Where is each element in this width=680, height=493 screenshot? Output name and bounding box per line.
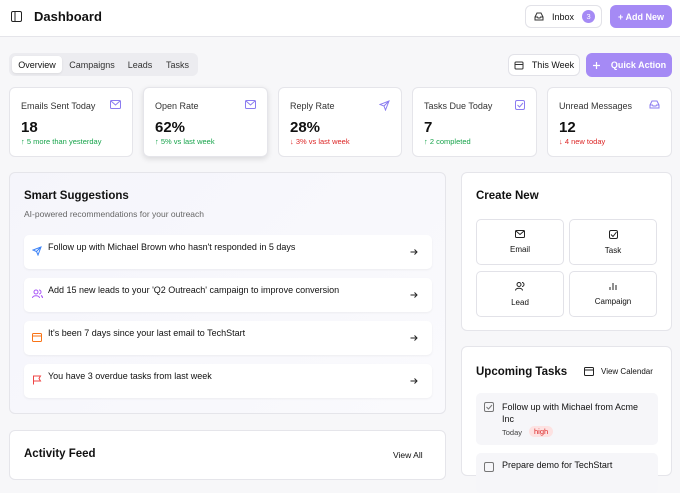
task-item[interactable]: Prepare demo for TechStart [476,453,658,493]
option-label: Campaign [594,297,632,306]
arrow-icon [410,292,418,298]
header: Dashboard Inbox 3 + Add New [0,0,680,37]
suggestion-text: Follow up with Michael Brown who hasn't … [48,242,296,252]
stat-change: ↓ 3% vs last week [290,137,350,146]
suggestion-item[interactable]: You have 3 overdue tasks from last week [24,364,432,398]
section-title: Activity Feed [24,448,96,460]
stat-change: ↓ 4 new today [559,137,606,146]
stat-change: ↑ 5 more than yesterday [21,137,102,146]
suggestion-item[interactable]: Add 15 new leads to your 'Q2 Outreach' c… [24,278,432,312]
users-icon [514,281,524,291]
create-option[interactable]: Campaign [569,271,657,317]
stat-card: Reply Rate 28% ↓ 3% vs last week [278,87,402,157]
dashboard-page: {"header":{"title":"Dashboard","inbox":"… [0,0,680,480]
tab[interactable]: Campaigns [69,59,115,70]
checkbox-icon [484,402,494,412]
option-label: Email [509,245,530,254]
calendar-icon [32,333,42,342]
suggestion-item[interactable]: It's been 7 days since your last email t… [24,321,432,355]
send-icon [379,100,390,111]
stat-change: ↑ 2 completed [424,137,471,146]
section-subtitle: AI-powered recommendations for your outr… [24,209,205,219]
create-option[interactable]: Task [569,219,657,265]
quick-action-label: Quick Action [610,60,667,70]
flag-icon [33,375,42,385]
plus-icon [592,61,600,69]
users-icon [32,289,43,299]
mail-open-icon [245,100,256,109]
tab[interactable]: Leads [127,59,153,70]
task-title: Prepare demo for TechStart [502,460,613,470]
suggestion-text: You have 3 overdue tasks from last week [48,371,212,381]
mail-icon [515,230,525,238]
quick-action-button[interactable]: Quick Action [586,53,672,77]
page-title: Dashboard [34,9,102,24]
arrow-icon [410,378,418,384]
check-icon [515,100,525,110]
stat-card: Unread Messages 12 ↓ 4 new today [547,87,672,157]
stat-change: ↑ 5% vs last week [155,137,215,146]
view-calendar-button[interactable]: View Calendar [584,366,653,376]
task-due: Today [502,428,523,437]
inbox-badge: 3 [582,10,596,23]
calendar-icon [514,61,524,70]
stat-value: 7 [424,119,433,136]
period-label: This Week [531,60,575,70]
create-option[interactable]: Lead [476,271,564,317]
tab-bar: Overview Campaigns Leads Tasks [9,53,198,76]
tab-active[interactable]: Overview [12,56,62,73]
stat-value: 28% [290,119,321,136]
stat-label: Open Rate [155,101,199,111]
sidebar-toggle[interactable] [11,11,22,22]
priority-badge: high [529,426,554,437]
arrow-icon [410,335,418,341]
create-option[interactable]: Email [476,219,564,265]
arrow-icon [410,249,418,255]
stat-label: Emails Sent Today [21,101,96,111]
upcoming-tasks-card: Upcoming Tasks View Calendar Follow up w… [461,346,672,493]
check-icon [608,229,618,239]
mail-icon [110,100,121,109]
add-new-button[interactable]: + Add New [610,5,672,28]
task-item[interactable]: Follow up with Michael from Acme Inc Tod… [476,393,658,445]
inbox-icon [534,12,544,21]
activity-feed-card: Activity Feed View All [9,430,446,480]
inbox-label: Inbox [552,11,575,22]
view-all-button[interactable]: View All [393,450,423,460]
calendar-icon [584,367,594,376]
section-title: Upcoming Tasks [476,366,568,378]
view-calendar-label: View Calendar [601,366,653,376]
option-label: Task [604,245,622,255]
stat-label: Reply Rate [290,101,335,111]
option-label: Lead [511,297,529,307]
tab[interactable]: Tasks [165,59,189,70]
suggestion-text: It's been 7 days since your last email t… [48,328,246,338]
stat-value: 12 [559,119,576,136]
stat-card: Open Rate 62% ↑ 5% vs last week [143,87,268,157]
inbox-button[interactable]: Inbox 3 [525,5,602,28]
stat-card: Tasks Due Today 7 ↑ 2 completed [412,87,537,157]
section-title: Smart Suggestions [24,190,129,202]
suggestion-text: Add 15 new leads to your 'Q2 Outreach' c… [48,285,340,295]
suggestion-item[interactable]: Follow up with Michael Brown who hasn't … [24,235,432,269]
stat-card: Emails Sent Today 18 ↑ 5 more than yeste… [9,87,133,157]
period-button[interactable]: This Week [508,54,580,76]
stat-value: 62% [155,119,186,136]
chart-icon [609,283,617,290]
suggestions-card: Smart Suggestions AI-powered recommendat… [9,172,446,414]
stat-label: Tasks Due Today [424,101,493,111]
stat-value: 18 [21,119,38,136]
task-title: Follow up with Michael from Acme Inc [502,402,639,424]
stat-label: Unread Messages [559,101,633,111]
create-new-card: Create New Email Task Lead Campaign [461,172,672,331]
section-title: Create New [476,190,539,202]
inbox-icon [649,100,660,109]
send-icon [32,246,42,256]
